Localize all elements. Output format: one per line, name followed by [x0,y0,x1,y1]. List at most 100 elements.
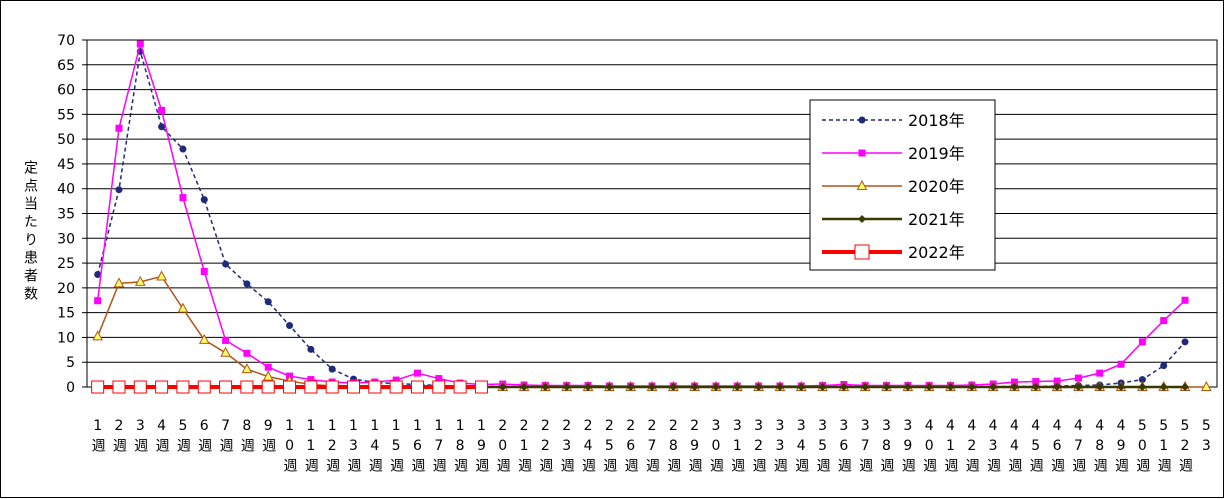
x-tick-label: 48週 [1092,418,1108,476]
marker [219,380,233,394]
x-tick-label: 25週 [601,418,617,476]
marker [368,380,382,394]
legend-label: 2019年 [908,144,965,163]
marker [1117,360,1125,368]
marker [584,383,593,391]
marker [112,380,126,394]
legend-label: 2018年 [908,111,965,130]
legend-label: 2022年 [908,243,965,262]
marker [541,383,550,391]
x-tick-label: 50週 [1134,418,1150,476]
marker [818,383,827,391]
x-tick-label: 20週 [495,418,511,476]
marker [520,383,529,391]
x-tick-label: 36週 [836,418,852,476]
y-axis-title: 定点当たり患者数 [22,160,38,304]
x-tick-label: 40週 [921,418,937,476]
x-tick-label: 24週 [580,418,596,476]
x-tick-label: 18週 [452,418,468,476]
x-tick-label: 33週 [772,418,788,476]
legend-marker [858,215,866,223]
x-tick-label: 49週 [1113,418,1129,476]
x-tick-label: 11週 [303,418,319,476]
marker [243,349,251,357]
x-tick-label: 38週 [879,418,895,476]
x-tick-label: 16週 [409,418,425,476]
marker [626,383,635,391]
x-tick-label: 46週 [1049,418,1065,476]
marker [1138,376,1146,384]
x-tick-label: 7週 [218,418,234,456]
marker [177,302,189,313]
marker [304,380,318,394]
y-tick-label: 20 [57,281,75,297]
legend [809,99,996,271]
marker [261,380,275,394]
marker [711,383,720,391]
legend-label: 2021年 [908,210,965,229]
marker [669,383,678,391]
marker [435,375,443,383]
marker [605,383,614,391]
marker [1181,338,1189,346]
marker [1031,383,1040,391]
marker [733,383,742,391]
y-tick-label: 70 [57,33,75,49]
x-tick-label: 52週 [1177,418,1193,476]
legend-marker [858,149,866,157]
marker [389,380,403,394]
y-tick-label: 40 [57,182,75,198]
x-tick-label: 3週 [132,418,148,456]
marker [176,380,190,394]
marker [94,297,102,305]
marker [200,267,208,275]
marker [222,336,230,344]
y-tick-label: 10 [57,330,75,346]
marker [754,383,763,391]
x-tick-label: 6週 [196,418,212,456]
marker [989,383,998,391]
legend-marker [854,244,870,260]
marker [155,380,169,394]
x-tick-label: 32週 [751,418,767,476]
marker [92,330,103,341]
marker [134,275,146,286]
marker [690,383,699,391]
marker [158,106,166,114]
marker [328,365,336,373]
y-tick-label: 50 [57,132,75,148]
marker [222,260,230,268]
x-tick-label: 26週 [623,418,639,476]
marker [453,380,467,394]
marker [197,380,211,394]
marker [179,194,187,202]
x-tick-label: 12週 [324,418,340,476]
x-tick-label: 28週 [665,418,681,476]
marker [220,346,231,357]
marker [113,277,125,288]
x-tick-label: 2週 [111,418,127,456]
x-tick-label: 23週 [559,418,575,476]
marker [264,363,272,371]
marker [179,145,187,153]
marker [562,383,571,391]
marker [198,333,210,344]
marker [1074,374,1082,382]
x-tick-label: 10週 [282,418,298,476]
marker [325,380,339,394]
marker [410,380,424,394]
marker [286,322,294,330]
marker [262,370,274,381]
marker [1138,383,1147,391]
marker [1181,383,1190,391]
x-tick-label: 27週 [644,418,660,476]
x-tick-label: 19週 [473,418,489,476]
marker [925,383,934,391]
marker [648,383,656,391]
marker [241,363,253,374]
x-tick-label: 22週 [537,418,553,476]
marker [158,123,166,131]
marker [115,186,123,194]
marker [91,380,105,394]
x-tick-label: 39週 [900,418,916,476]
